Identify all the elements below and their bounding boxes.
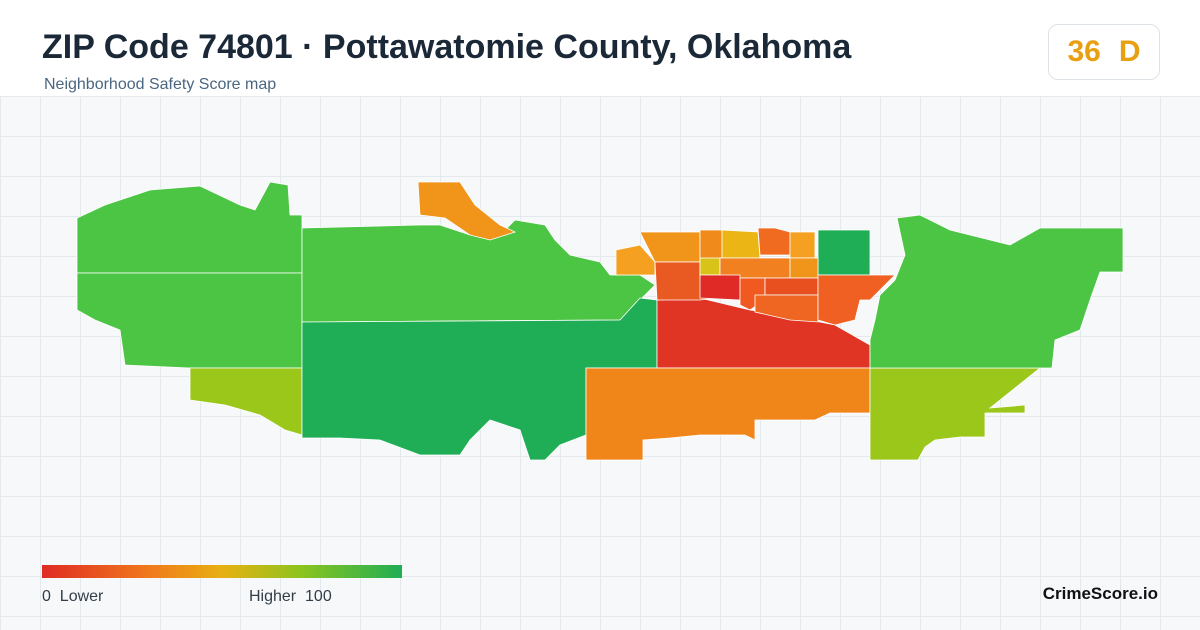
region [789, 257, 819, 279]
region [757, 227, 791, 256]
subtitle: Neighborhood Safety Score map [44, 76, 277, 93]
region [699, 229, 723, 261]
legend-low: 0 Lower [42, 588, 103, 606]
title: ZIP Code 74801 · Pottawatomie County, Ok… [42, 28, 852, 66]
region [721, 229, 761, 259]
region [754, 294, 819, 323]
region [76, 181, 303, 274]
legend-min: 0 [42, 588, 51, 605]
score-grade: D [1118, 35, 1141, 68]
region [869, 367, 1042, 461]
legend-gradient [42, 565, 402, 578]
legend-high: Higher 100 [249, 588, 332, 606]
score-value: 36 [1067, 35, 1101, 68]
score-badge: 36 D [1048, 24, 1160, 80]
legend-min-label: Lower [59, 588, 104, 605]
region [417, 181, 517, 241]
region [789, 231, 816, 259]
brand: CrimeScore.io [1042, 584, 1158, 603]
legend-max-label: Higher [249, 588, 297, 605]
region [869, 214, 1124, 369]
region [817, 274, 896, 326]
region [699, 257, 721, 276]
region [699, 274, 741, 301]
region [817, 229, 871, 276]
legend-max: 100 [305, 588, 332, 605]
header: ZIP Code 74801 · Pottawatomie County, Ok… [0, 0, 1200, 97]
region [764, 277, 819, 296]
region [585, 367, 871, 461]
region [189, 367, 303, 436]
region [76, 272, 303, 369]
